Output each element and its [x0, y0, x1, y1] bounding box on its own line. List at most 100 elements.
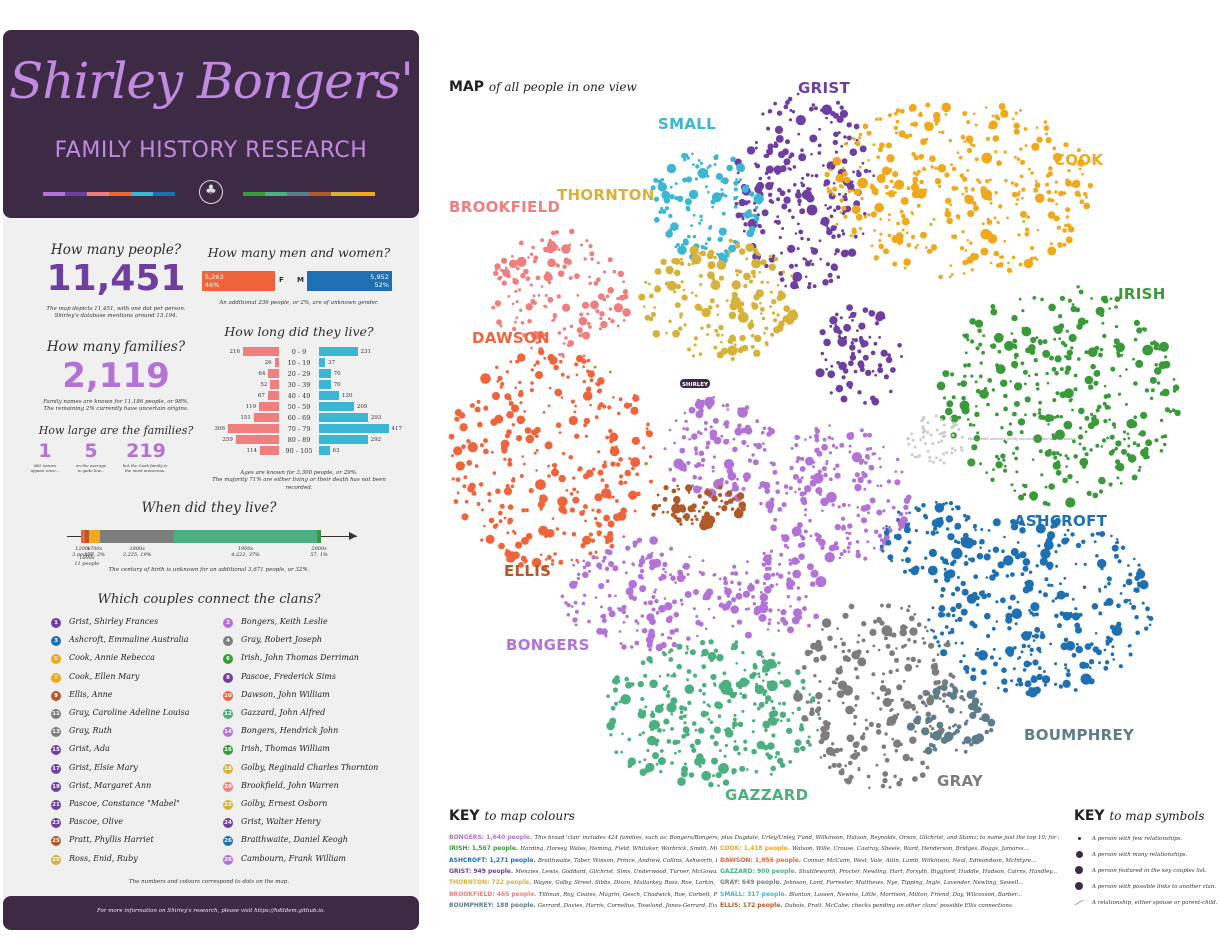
- person-dot: [903, 258, 911, 266]
- timeline-segment-label: 1800s 2,225, 19%: [122, 546, 152, 558]
- person-dot: [961, 395, 966, 401]
- person-dot: [942, 396, 947, 400]
- person-dot: [621, 644, 627, 650]
- person-dot: [693, 509, 696, 512]
- person-dot: [590, 538, 596, 543]
- person-dot: [1065, 672, 1071, 678]
- person-dot: [668, 213, 673, 219]
- colour-key-families: Gerrard, Davies, Harris, Cornelius, Tose…: [537, 902, 717, 909]
- person-dot: [643, 601, 648, 606]
- person-dot: [637, 573, 644, 580]
- person-dot: [467, 442, 478, 453]
- person-dot: [543, 272, 553, 282]
- person-dot: [962, 259, 969, 266]
- person-dot: [1050, 247, 1056, 253]
- person-dot: [480, 538, 484, 542]
- person-dot: [1000, 255, 1005, 259]
- person-dot: [558, 474, 566, 483]
- lifespan-male-bar: [319, 391, 339, 400]
- person-dot: [773, 165, 783, 174]
- person-dot: [713, 740, 719, 747]
- person-dot: [601, 618, 607, 623]
- person-dot: [519, 392, 523, 396]
- person-dot: [582, 565, 587, 570]
- person-dot: [714, 328, 719, 333]
- person-dot: [544, 305, 548, 309]
- person-dot: [931, 606, 935, 610]
- person-dot: [769, 290, 773, 294]
- person-dot: [846, 734, 855, 743]
- person-dot: [743, 739, 748, 744]
- person-dot: [913, 178, 918, 183]
- person-dot: [609, 717, 617, 725]
- person-dot: [596, 277, 601, 283]
- person-dot: [843, 214, 848, 219]
- person-dot: [837, 680, 848, 690]
- person-dot: [712, 417, 719, 424]
- person-dot: [667, 690, 671, 694]
- person-dot: [547, 296, 554, 303]
- person-dot: [755, 163, 761, 169]
- person-dot: [820, 725, 827, 733]
- person-dot: [562, 264, 567, 270]
- person-dot: [694, 464, 699, 469]
- person-dot: [919, 179, 924, 185]
- person-dot: [834, 681, 838, 685]
- person-dot: [594, 415, 599, 420]
- person-dot: [681, 294, 688, 301]
- person-dot: [673, 611, 680, 618]
- person-dot: [582, 504, 588, 510]
- colour-key-families: Connor, McCann, West, Vale, Aitin, Lamb,…: [803, 857, 1037, 864]
- person-dot: [512, 551, 520, 560]
- person-dot: [522, 462, 526, 466]
- person-dot: [548, 386, 552, 390]
- person-dot: [746, 146, 756, 155]
- person-dot: [1143, 446, 1149, 452]
- person-dot: [1136, 327, 1143, 334]
- person-dot: [880, 349, 888, 357]
- person-dot: [700, 654, 704, 657]
- person-dot: [994, 150, 998, 154]
- person-dot: [1083, 191, 1088, 197]
- person-dot: [651, 595, 656, 599]
- person-dot: [704, 627, 708, 631]
- person-dot: [1076, 285, 1080, 289]
- person-dot: [796, 247, 800, 251]
- person-dot: [700, 326, 704, 330]
- person-dot: [676, 663, 682, 670]
- person-dot: [1098, 661, 1101, 665]
- person-dot: [604, 483, 609, 489]
- person-dot: [1038, 590, 1042, 594]
- person-dot: [765, 752, 770, 757]
- person-dot: [1090, 412, 1094, 416]
- person-dot: [794, 263, 798, 268]
- person-dot: [1022, 492, 1027, 497]
- person-dot: [711, 192, 722, 203]
- person-dot: [492, 471, 497, 475]
- person-dot: [1049, 642, 1052, 646]
- person-dot: [840, 145, 844, 148]
- person-dot: [827, 272, 833, 278]
- person-dot: [826, 721, 831, 727]
- person-dot: [673, 751, 677, 755]
- person-dot: [975, 346, 980, 351]
- person-dot: [810, 246, 814, 250]
- person-dot: [1082, 446, 1087, 451]
- person-dot: [747, 209, 752, 214]
- person-dot: [900, 213, 906, 219]
- footer-link-text[interactable]: For more information on Shirley's resear…: [97, 908, 325, 914]
- person-dot: [535, 448, 539, 452]
- person-dot: [686, 460, 691, 466]
- person-dot: [882, 672, 885, 676]
- person-dot: [914, 188, 918, 192]
- person-dot: [1059, 453, 1062, 457]
- person-dot: [709, 429, 718, 438]
- person-dot: [663, 597, 667, 600]
- person-dot: [450, 454, 454, 458]
- person-dot: [544, 558, 548, 561]
- person-dot: [816, 728, 819, 732]
- person-dot: [762, 679, 765, 682]
- person-dot: [821, 509, 824, 512]
- person-dot: [726, 164, 733, 172]
- person-dot: [737, 751, 741, 756]
